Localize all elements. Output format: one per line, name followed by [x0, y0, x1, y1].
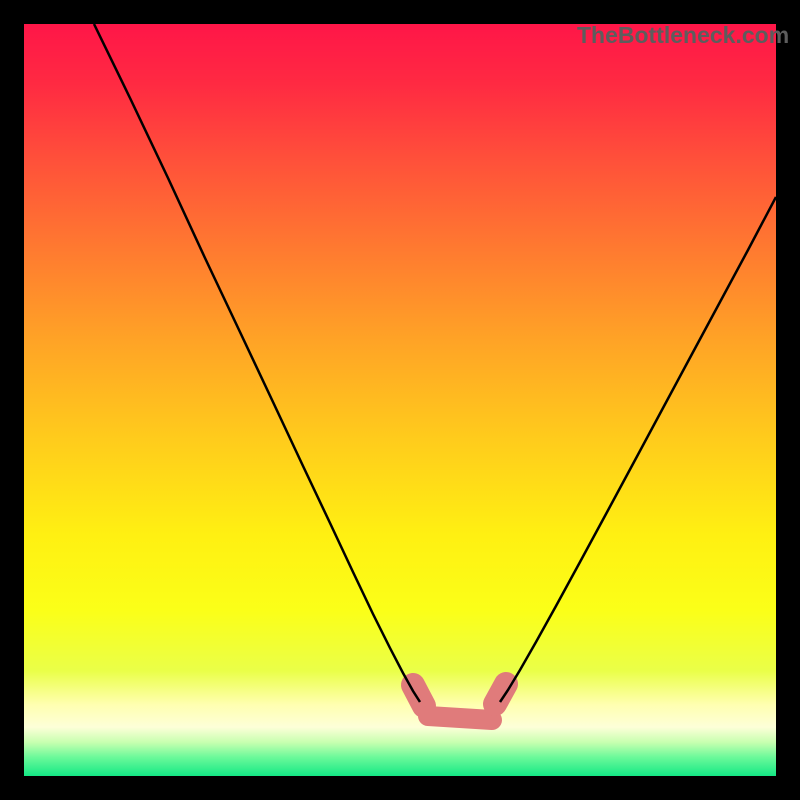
bottleneck-chart: [0, 0, 800, 800]
frame-border-left: [0, 0, 24, 800]
watermark-text: TheBottleneck.com: [577, 22, 789, 49]
gradient-background: [24, 24, 776, 776]
frame-border-right: [776, 0, 800, 800]
frame-border-bottom: [0, 776, 800, 800]
frame-border-top: [0, 0, 800, 24]
pill-marker-1: [428, 716, 492, 720]
